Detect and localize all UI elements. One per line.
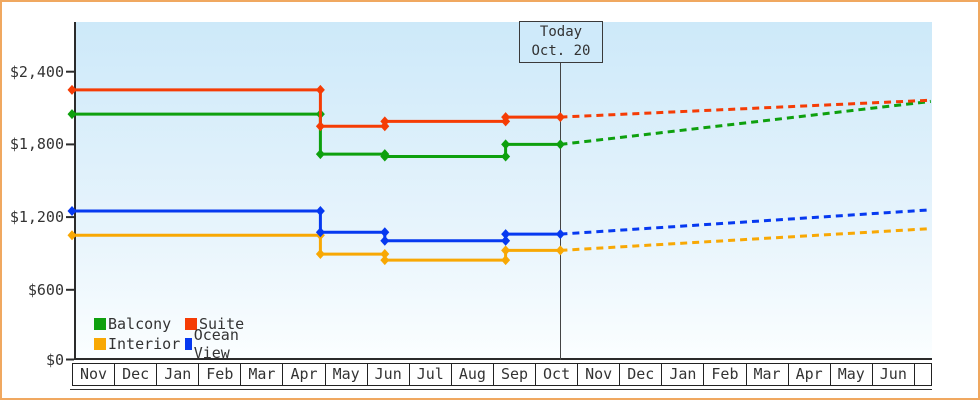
month-cell-dec: Dec: [620, 364, 663, 385]
y-tick-label: $0: [45, 350, 64, 369]
legend-label-suite: Suite: [199, 315, 245, 333]
month-cell-jun: Jun: [368, 364, 410, 385]
month-cell-sep: Sep: [494, 364, 537, 385]
legend-item-interior: Interior: [94, 334, 180, 354]
month-cell-jan: Jan: [662, 364, 705, 385]
month-cell-may: May: [831, 364, 873, 385]
today-box: Today Oct. 20: [519, 21, 603, 63]
month-cell-jan: Jan: [157, 364, 200, 385]
month-cell-aug: Aug: [452, 364, 494, 385]
y-tick-label: $1,200: [9, 208, 64, 227]
legend-label-balcony: Balcony: [108, 315, 172, 333]
legend-swatch-balcony: [94, 318, 106, 330]
month-cell-apr: Apr: [283, 364, 326, 385]
legend-swatch-suite: [185, 318, 197, 330]
today-label: Today: [539, 24, 583, 40]
legend-swatch-ocean-view: [185, 338, 192, 350]
month-cell-may: May: [326, 364, 368, 385]
today-line: [560, 62, 561, 360]
month-cell-feb: Feb: [704, 364, 747, 385]
month-cell-mar: Mar: [747, 364, 789, 385]
legend-item-suite: Suite: [185, 314, 244, 334]
today-date: Oct. 20: [531, 43, 591, 59]
plot-area: [74, 22, 932, 360]
legend-swatch-interior: [94, 338, 106, 350]
y-tick-label: $2,400: [9, 62, 64, 81]
month-cell-oct: Oct: [536, 364, 579, 385]
month-cell-jun: Jun: [873, 364, 915, 385]
month-cell-dec: Dec: [115, 364, 158, 385]
month-cell-apr: Apr: [789, 364, 831, 385]
legend-item-ocean-view: Ocean View: [185, 326, 244, 362]
month-cell-jul: Jul: [410, 364, 452, 385]
y-tick-label: $1,800: [9, 135, 64, 154]
month-cell-feb: Feb: [199, 364, 242, 385]
month-cell-empty: [915, 364, 931, 385]
x-axis-underline: [70, 389, 932, 390]
y-tick-label: $600: [27, 280, 64, 299]
legend-label-ocean-view: Ocean View: [193, 326, 239, 362]
x-axis-month-row: Nov Dec Jan Feb Mar Apr May Jun Jul Aug Sep Oct Nov D…: [72, 363, 932, 386]
legend-label-interior: Interior: [108, 335, 181, 353]
month-cell-nov: Nov: [578, 364, 621, 385]
legend-item-balcony: Balcony: [94, 314, 171, 334]
month-cell-nov: Nov: [73, 364, 116, 385]
month-cell-mar: Mar: [241, 364, 284, 385]
